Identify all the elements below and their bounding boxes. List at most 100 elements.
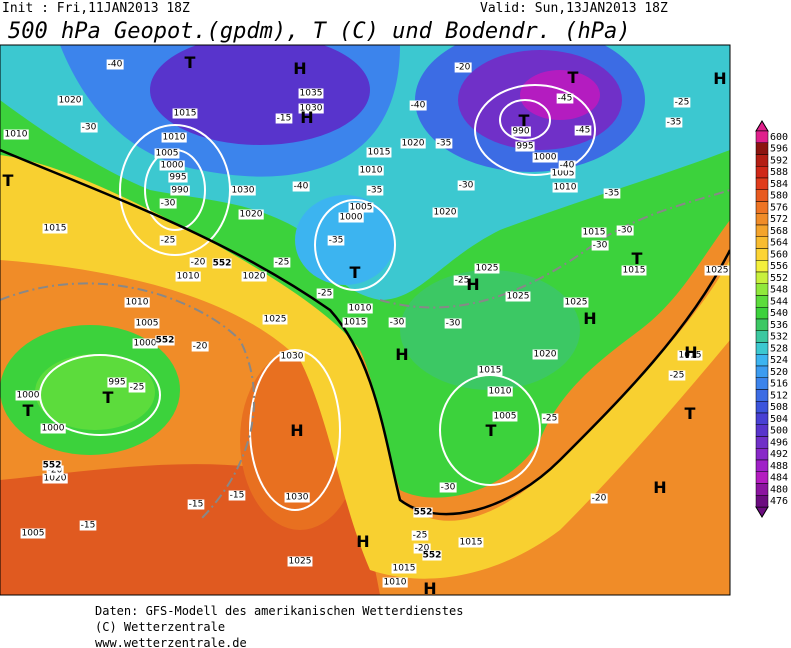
label-box bbox=[673, 97, 691, 108]
pressure-center: H bbox=[293, 59, 306, 78]
pressure-center: T bbox=[685, 404, 696, 423]
colorbar-label: 492 bbox=[770, 449, 788, 460]
colorbar-swatch bbox=[755, 365, 769, 378]
temperature-label: -20 bbox=[191, 258, 206, 268]
isobar-label: 1015 bbox=[44, 224, 67, 234]
colorbar-swatch bbox=[755, 213, 769, 226]
pressure-center: H bbox=[290, 421, 303, 440]
colorbar-swatch bbox=[755, 424, 769, 437]
label-box bbox=[80, 122, 98, 133]
colorbar-cap bbox=[755, 120, 769, 132]
label-box bbox=[444, 318, 462, 329]
temperature-label: -30 bbox=[82, 123, 97, 133]
colorbar-swatch bbox=[755, 154, 769, 167]
isobar-label: 1000 bbox=[340, 213, 363, 223]
colorbar-label: 584 bbox=[770, 179, 788, 190]
height-label: 552 bbox=[156, 336, 175, 346]
isobar-label: 1010 bbox=[360, 166, 383, 176]
isobar-label: 1030 bbox=[281, 352, 304, 362]
temperature-label: -30 bbox=[593, 241, 608, 251]
isobar-label: 1025 bbox=[264, 315, 287, 325]
pressure-center: H bbox=[356, 532, 369, 551]
label-box bbox=[338, 212, 364, 223]
colorbar-swatch bbox=[755, 342, 769, 355]
isobar-label: 1000 bbox=[42, 424, 65, 434]
label-box bbox=[262, 314, 288, 325]
label-box bbox=[532, 349, 558, 360]
label-box bbox=[665, 117, 683, 128]
label-box bbox=[492, 411, 518, 422]
label-box bbox=[409, 100, 427, 111]
colorbar-label: 576 bbox=[770, 202, 788, 213]
height-label: 552 bbox=[43, 461, 62, 471]
label-box bbox=[616, 225, 634, 236]
isobar-label: 1015 bbox=[623, 266, 646, 276]
temperature-label: -25 bbox=[455, 276, 470, 286]
label-box bbox=[413, 507, 433, 518]
label-box bbox=[175, 271, 201, 282]
isobar-label: 1005 bbox=[156, 149, 179, 159]
label-box bbox=[439, 482, 457, 493]
isobar-label: 1000 bbox=[17, 391, 40, 401]
label-box bbox=[558, 160, 576, 171]
colorbar-label: 484 bbox=[770, 473, 788, 484]
isobar-label: 1010 bbox=[384, 578, 407, 588]
isobar-label: 1025 bbox=[476, 264, 499, 274]
label-box bbox=[161, 132, 187, 143]
temperature-label: -25 bbox=[161, 236, 176, 246]
colorbar-swatch bbox=[755, 330, 769, 343]
temperature-label: -25 bbox=[675, 98, 690, 108]
label-box bbox=[187, 499, 205, 510]
label-box bbox=[155, 335, 175, 346]
colorbar-swatch bbox=[755, 495, 769, 508]
pressure-center: T bbox=[103, 388, 114, 407]
colorbar-swatch bbox=[755, 283, 769, 296]
colorbar-swatch bbox=[755, 483, 769, 496]
init-time: Init : Fri,11JAN2013 18Z bbox=[2, 1, 190, 16]
label-box bbox=[159, 198, 177, 209]
isobar-label: 1015 bbox=[460, 538, 483, 548]
colorbar-swatch bbox=[755, 318, 769, 331]
colorbar-label: 556 bbox=[770, 261, 788, 272]
pressure-center: T bbox=[486, 421, 497, 440]
label-box bbox=[474, 263, 500, 274]
colorbar-label: 524 bbox=[770, 355, 788, 366]
label-box bbox=[532, 152, 558, 163]
temperature-label: -20 bbox=[193, 342, 208, 352]
pressure-center: H bbox=[423, 579, 436, 598]
temperature-label: -35 bbox=[368, 186, 383, 196]
temperature-label: -40 bbox=[411, 101, 426, 111]
label-box bbox=[358, 165, 384, 176]
label-box bbox=[107, 377, 127, 388]
colorbar-label: 596 bbox=[770, 144, 788, 155]
label-box bbox=[287, 556, 313, 567]
colorbar-label: 568 bbox=[770, 226, 788, 237]
colorbar-label: 600 bbox=[770, 132, 788, 143]
pressure-center: H bbox=[684, 343, 697, 362]
label-box bbox=[42, 473, 68, 484]
isobar-label: 1010 bbox=[489, 387, 512, 397]
pressure-center: T bbox=[350, 263, 361, 282]
label-box bbox=[241, 271, 267, 282]
label-box bbox=[316, 288, 334, 299]
colorbar-swatch bbox=[755, 448, 769, 461]
temperature-label: -30 bbox=[441, 483, 456, 493]
colorbar-swatch bbox=[755, 177, 769, 190]
colorbar-swatch bbox=[755, 295, 769, 308]
isobar-label: 1010 bbox=[349, 304, 372, 314]
pressure-center: T bbox=[632, 249, 643, 268]
temperature-label: -25 bbox=[670, 371, 685, 381]
isobar-label: 1000 bbox=[534, 153, 557, 163]
label-box bbox=[552, 182, 578, 193]
isobar-label: 1010 bbox=[163, 133, 186, 143]
label-box bbox=[189, 257, 207, 268]
map-frame bbox=[0, 44, 731, 596]
colorbar-label: 528 bbox=[770, 343, 788, 354]
pressure-center: T bbox=[568, 68, 579, 87]
isobar-label: 1025 bbox=[565, 298, 588, 308]
colorbar-label: 548 bbox=[770, 285, 788, 296]
colorbar-swatch bbox=[755, 354, 769, 367]
colorbar-swatch bbox=[755, 459, 769, 472]
label-box bbox=[505, 291, 531, 302]
isobar-label: 1015 bbox=[344, 318, 367, 328]
